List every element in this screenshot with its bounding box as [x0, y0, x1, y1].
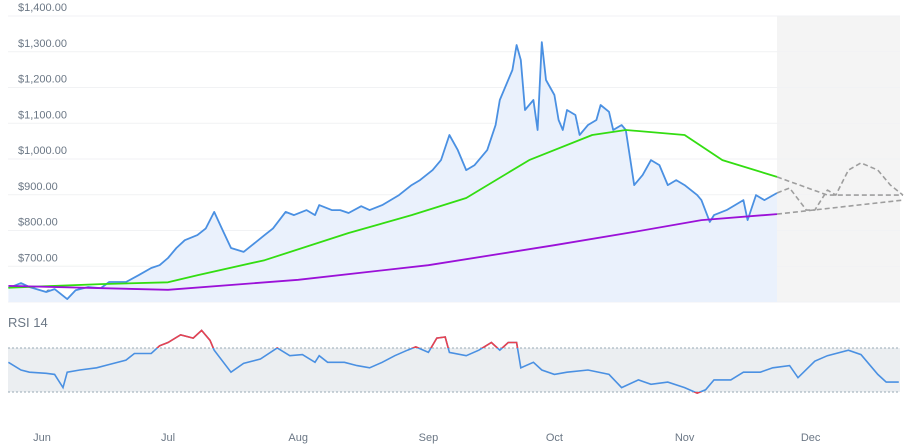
- rsi-overbought-line: [156, 329, 519, 348]
- rsi-band: [8, 348, 900, 392]
- y-tick-label: $1,200.00: [18, 74, 67, 86]
- price_forecast-line: [776, 162, 904, 211]
- x-tick-label: Dec: [801, 432, 821, 444]
- price-area: [8, 42, 777, 302]
- y-tick-label: $1,400.00: [18, 2, 67, 14]
- x-tick-label: Sep: [419, 432, 439, 444]
- x-tick-label: Aug: [288, 432, 308, 444]
- sma_slow-line: [8, 213, 778, 291]
- y-tick-label: $900.00: [18, 181, 58, 193]
- y-tick-label: $1,000.00: [18, 145, 67, 157]
- sma_slow_forecast-line: [776, 199, 904, 215]
- price-gridlines: [8, 15, 900, 303]
- x-axis: Jun Jul Aug Sep Oct Nov Dec: [33, 432, 821, 444]
- price-series: [8, 41, 904, 302]
- sma_fast-line: [8, 129, 778, 289]
- rsi-panel: [7, 329, 900, 394]
- x-tick-label: Nov: [675, 432, 695, 444]
- x-tick-label: Oct: [546, 432, 563, 444]
- price-line: [8, 41, 778, 300]
- y-tick-label: $1,300.00: [18, 38, 67, 50]
- x-tick-label: Jul: [161, 432, 175, 444]
- sma_fast_forecast-line: [776, 176, 903, 196]
- price-y-axis: $600.00$700.00$800.00$900.00$1,000.00$1,…: [18, 2, 67, 300]
- x-tick-label: Jun: [33, 432, 51, 444]
- y-tick-label: $800.00: [18, 217, 58, 229]
- y-tick-label: $1,100.00: [18, 109, 67, 121]
- y-tick-label: $700.00: [18, 252, 58, 264]
- rsi-title: RSI 14: [8, 315, 48, 330]
